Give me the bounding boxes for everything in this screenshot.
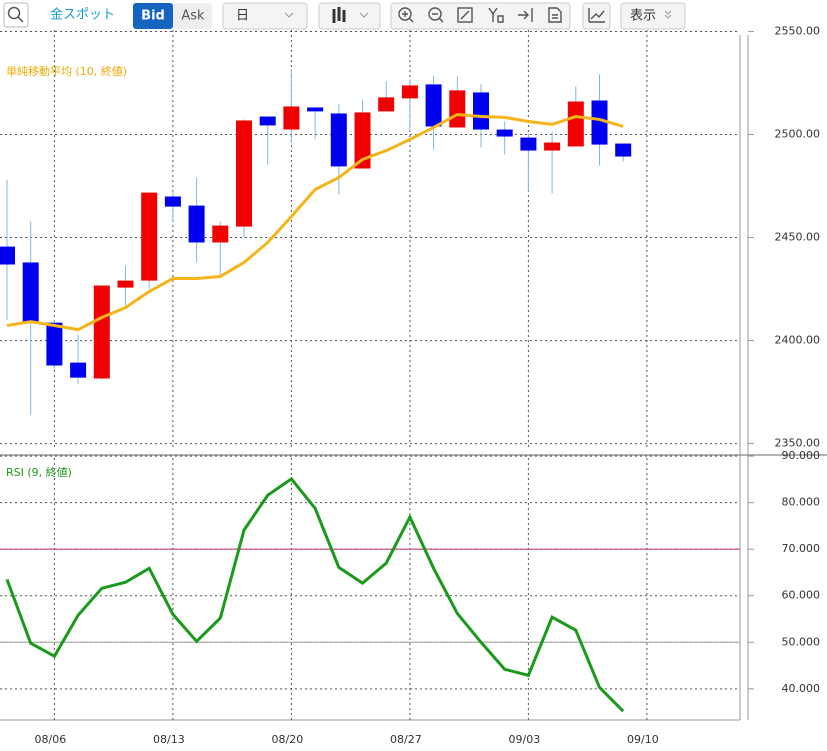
y-tick-label: 2500.00: [775, 127, 821, 140]
candle-body: [22, 262, 39, 322]
candle-body: [449, 90, 466, 128]
y-tick-label: 50.000: [782, 635, 821, 648]
candle-body: [46, 322, 63, 366]
search-icon: [17, 16, 24, 23]
candle-icon: [332, 7, 346, 23]
y-tick-label: 70.000: [782, 542, 821, 555]
dropdown-arrow: [284, 12, 294, 18]
candle-body: [236, 120, 252, 227]
y-tick-label: 80.000: [782, 496, 821, 509]
candle-body: [70, 362, 87, 378]
candle-body: [544, 142, 561, 151]
candle-body: [496, 129, 513, 137]
x-tick-label: 08/13: [153, 733, 185, 746]
ask-label: Ask: [181, 9, 205, 24]
instrument-name[interactable]: 金スポット: [50, 7, 115, 23]
y-tick-label: 2400.00: [775, 334, 821, 347]
series-line: [5, 476, 625, 713]
candle-body: [212, 225, 229, 243]
y-tick-label: 2350.00: [775, 437, 821, 450]
x-tick-label: 09/03: [509, 733, 541, 746]
indicator-icon: [588, 8, 605, 23]
bid-label: Bid: [141, 9, 165, 24]
series-line: [6, 112, 624, 332]
candle-body: [307, 107, 324, 112]
candle-body: [283, 106, 300, 130]
tool-group: [390, 2, 571, 30]
search-icon: [7, 6, 21, 20]
search-button[interactable]: [3, 2, 29, 28]
candle-body: [473, 92, 489, 130]
candle-body: [425, 84, 442, 127]
candle-body: [93, 285, 110, 379]
tool-icons[interactable]: [398, 7, 562, 23]
view-label: 表示: [630, 9, 656, 24]
candle-body: [117, 280, 134, 288]
candle-body: [188, 205, 205, 243]
x-tick-label: 08/20: [272, 733, 304, 746]
candle-body: [567, 101, 584, 147]
ma-legend: 単純移動平均 (10, 終値): [6, 64, 127, 78]
period-select[interactable]: [222, 2, 308, 30]
indicator-button[interactable]: [582, 2, 611, 30]
x-tick-label: 09/10: [627, 733, 659, 746]
toolbar: 金スポット Bid Ask 日 表示: [3, 2, 686, 30]
candle-body: [520, 137, 537, 151]
bid-button[interactable]: [133, 3, 173, 29]
candle-body: [164, 196, 181, 207]
view-button[interactable]: [620, 2, 686, 30]
candle-body: [378, 97, 395, 112]
rsi-legend: RSI (9, 終値): [6, 465, 72, 479]
period-label: 日: [236, 9, 249, 24]
candle-body: [330, 113, 347, 167]
chart-type-select[interactable]: [318, 2, 381, 30]
y-tick-label: 40.000: [782, 682, 821, 695]
y-tick-label: 2550.00: [775, 24, 821, 37]
candle-body: [354, 112, 371, 169]
candle-body: [591, 100, 608, 145]
candle-body: [615, 143, 632, 157]
y-tick-label: 2450.00: [775, 231, 821, 244]
ask-button[interactable]: [173, 3, 212, 29]
x-tick-label: 08/27: [390, 733, 422, 746]
dropdown-arrow: [664, 10, 672, 19]
candle-body: [259, 116, 276, 126]
x-tick-label: 08/06: [35, 733, 67, 746]
candle-body: [0, 246, 15, 265]
y-tick-label: 90.000: [782, 449, 821, 462]
y-tick-label: 60.000: [782, 589, 821, 602]
candle-body: [141, 192, 158, 281]
candle-body: [401, 85, 418, 99]
dropdown-arrow: [359, 12, 369, 18]
